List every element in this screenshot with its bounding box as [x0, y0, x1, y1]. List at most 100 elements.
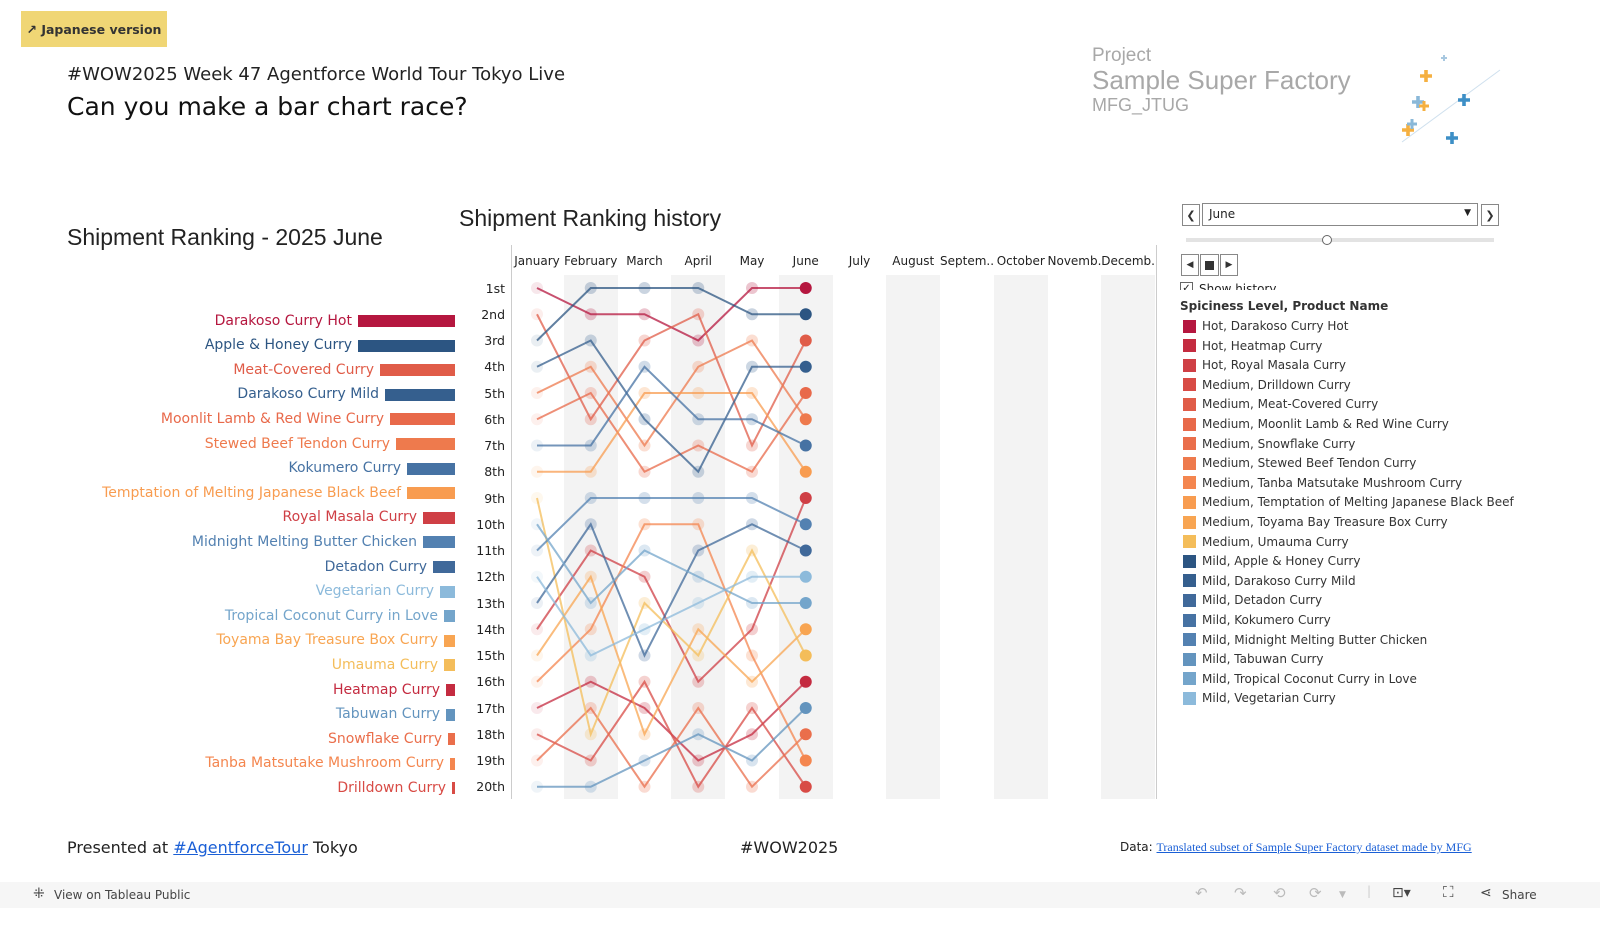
rank-point[interactable]	[638, 308, 651, 321]
rank-point[interactable]	[638, 597, 651, 609]
play-forward-button[interactable]: ▶	[1220, 254, 1238, 276]
legend-item[interactable]: Medium, Stewed Beef Tendon Curry	[1183, 455, 1416, 471]
rank-point[interactable]	[531, 360, 543, 373]
show-history-checkbox[interactable]: ✓ Show history	[1180, 281, 1300, 290]
rank-point[interactable]	[746, 334, 758, 347]
legend-item[interactable]: Hot, Darakoso Curry Hot	[1183, 318, 1348, 334]
legend-item[interactable]: Medium, Tanba Matsutake Mushroom Curry	[1183, 475, 1462, 491]
rank-point[interactable]	[638, 728, 651, 741]
rank-point[interactable]	[531, 544, 543, 557]
revert-icon[interactable]: ⟲	[1273, 884, 1286, 902]
bar[interactable]	[358, 339, 455, 352]
rank-point[interactable]	[746, 675, 758, 688]
rank-point[interactable]	[746, 308, 758, 321]
rank-point[interactable]	[531, 754, 543, 767]
bar[interactable]	[407, 462, 455, 475]
legend-item[interactable]: Medium, Umauma Curry	[1183, 534, 1349, 550]
month-slider-track[interactable]	[1186, 238, 1494, 242]
bar[interactable]	[452, 782, 455, 795]
bar[interactable]	[358, 315, 455, 327]
rank-point[interactable]	[746, 728, 758, 741]
legend-item[interactable]: Hot, Heatmap Curry	[1183, 338, 1322, 354]
rank-point[interactable]	[746, 439, 758, 452]
rank-point[interactable]	[531, 649, 543, 662]
rank-point[interactable]	[638, 675, 651, 688]
legend-item[interactable]: Mild, Apple & Honey Curry	[1183, 553, 1360, 569]
legend-item[interactable]: Medium, Drilldown Curry	[1183, 377, 1351, 393]
month-dropdown[interactable]: June ▼	[1202, 203, 1478, 226]
redo-icon[interactable]: ↷	[1234, 884, 1247, 902]
legend-item[interactable]: Mild, Midnight Melting Butter Chicken	[1183, 632, 1427, 648]
stop-button[interactable]	[1200, 254, 1219, 276]
legend-item[interactable]: Medium, Toyama Bay Treasure Box Curry	[1183, 514, 1448, 530]
rank-point[interactable]	[638, 544, 651, 557]
rank-point[interactable]	[531, 728, 543, 741]
bar[interactable]	[423, 511, 455, 524]
bar[interactable]	[446, 708, 455, 721]
share-button[interactable]: Share	[1502, 888, 1537, 902]
play-backward-button[interactable]: ◀	[1181, 254, 1199, 276]
rank-point[interactable]	[531, 623, 543, 636]
rank-point[interactable]	[746, 387, 758, 399]
rank-point[interactable]	[746, 544, 758, 557]
rank-point[interactable]	[638, 413, 651, 426]
bar[interactable]	[444, 610, 455, 623]
rank-point[interactable]	[638, 702, 651, 714]
legend-item[interactable]: Medium, Temptation of Melting Japanese B…	[1183, 494, 1514, 510]
japanese-version-button[interactable]: ↗ Japanese version	[21, 11, 167, 47]
rank-point[interactable]	[531, 492, 543, 504]
rank-point[interactable]	[531, 413, 543, 426]
bar[interactable]	[423, 536, 455, 549]
rank-point[interactable]	[638, 570, 651, 583]
legend-item[interactable]: Mild, Vegetarian Curry	[1183, 690, 1336, 706]
bar[interactable]	[433, 561, 455, 573]
rank-point[interactable]	[531, 465, 543, 478]
rank-point[interactable]	[638, 465, 651, 478]
rank-point[interactable]	[746, 702, 758, 714]
rank-point[interactable]	[638, 360, 651, 373]
rank-point[interactable]	[531, 518, 543, 531]
bar[interactable]	[440, 585, 455, 598]
bar[interactable]	[446, 684, 455, 696]
rank-point[interactable]	[746, 780, 758, 793]
refresh-dropdown-icon[interactable]: ▼	[1339, 890, 1346, 900]
rank-point[interactable]	[746, 518, 758, 531]
rank-point[interactable]	[638, 387, 651, 399]
month-slider-handle[interactable]	[1322, 235, 1333, 245]
bar[interactable]	[448, 733, 455, 746]
bar[interactable]	[396, 438, 455, 450]
rank-point[interactable]	[531, 597, 543, 609]
view-on-tableau-public-link[interactable]: View on Tableau Public	[54, 888, 191, 902]
share-icon[interactable]: ⋖	[1480, 885, 1492, 901]
rank-point[interactable]	[638, 334, 651, 347]
bar[interactable]	[385, 388, 455, 401]
rank-point[interactable]	[531, 675, 543, 688]
agentforcetour-link[interactable]: #AgentforceTour	[173, 838, 308, 857]
rank-point[interactable]	[531, 439, 543, 452]
rank-point[interactable]	[638, 518, 651, 531]
legend-item[interactable]: Medium, Snowflake Curry	[1183, 436, 1355, 452]
rank-point[interactable]	[531, 387, 543, 399]
rank-point[interactable]	[746, 465, 758, 478]
rank-point[interactable]	[746, 282, 758, 294]
legend-item[interactable]: Mild, Darakoso Curry Mild	[1183, 573, 1356, 589]
undo-icon[interactable]: ↶	[1195, 884, 1208, 902]
legend-item[interactable]: Medium, Meat-Covered Curry	[1183, 396, 1378, 412]
rank-point[interactable]	[746, 649, 758, 662]
refresh-icon[interactable]: ⟳	[1309, 884, 1322, 902]
rank-point[interactable]	[531, 702, 543, 714]
rank-point[interactable]	[531, 282, 543, 294]
rank-point[interactable]	[638, 623, 651, 636]
bar[interactable]	[444, 659, 455, 672]
legend-item[interactable]: Hot, Royal Masala Curry	[1183, 357, 1346, 373]
bar[interactable]	[407, 487, 455, 500]
rank-point[interactable]	[746, 623, 758, 636]
rank-point[interactable]	[638, 492, 651, 504]
rank-point[interactable]	[638, 282, 651, 294]
bar[interactable]	[444, 634, 455, 647]
presentation-icon[interactable]: ⊡▾	[1392, 885, 1411, 901]
legend-item[interactable]: Mild, Detadon Curry	[1183, 592, 1322, 608]
legend-item[interactable]: Mild, Tabuwan Curry	[1183, 651, 1324, 667]
data-source-link[interactable]: Translated subset of Sample Super Factor…	[1156, 840, 1472, 854]
rank-point[interactable]	[746, 597, 758, 609]
